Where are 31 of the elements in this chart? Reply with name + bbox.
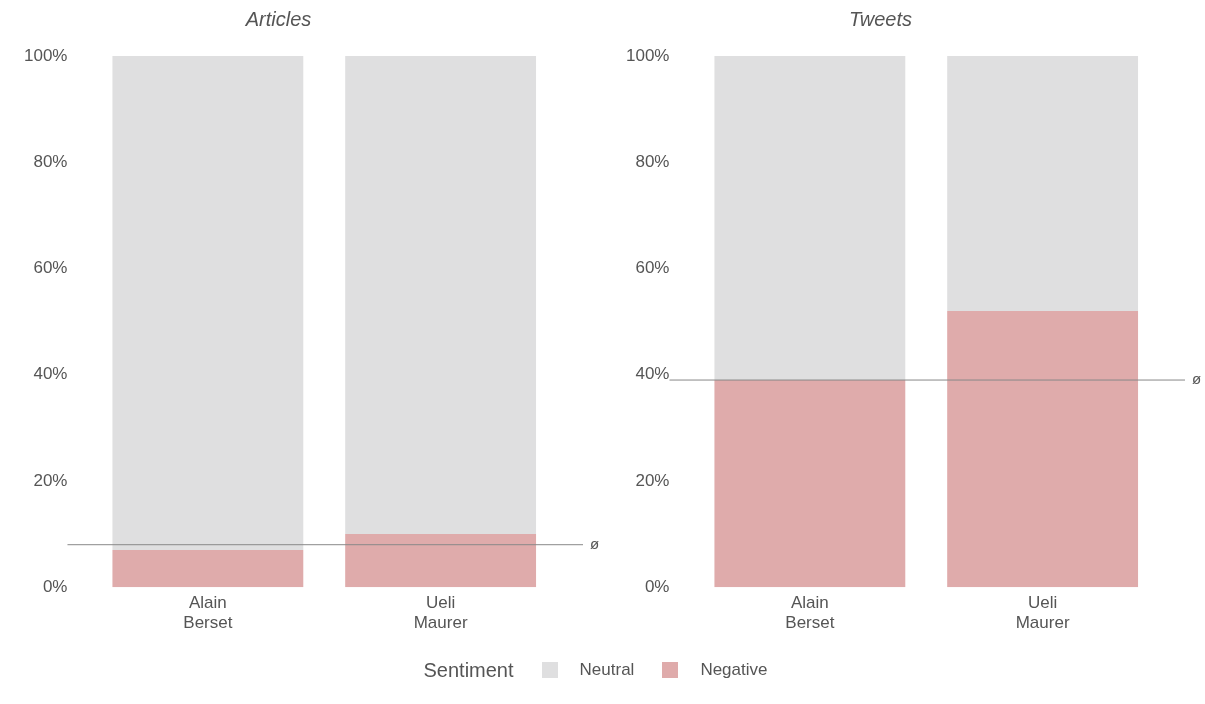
y-tick-label: 0% [42,576,68,596]
y-tick-label: 100% [24,45,68,65]
bar [112,550,304,588]
x-tick-label: Ueli Maurer [413,593,468,633]
legend-label: Negative [700,660,768,680]
legend-title: Sentiment [423,658,514,682]
y-tick-label: 60% [635,258,670,278]
x-tick-label: Alain Berset [785,593,835,633]
y-tick-label: 60% [33,258,68,278]
y-tick-label: 100% [626,45,670,65]
y-tick-label: 40% [635,364,670,384]
y-tick-label: 20% [635,470,670,490]
chart-title: Articles [244,7,312,30]
chart-title: Tweets [849,7,912,30]
bar [345,56,537,535]
bar [947,56,1139,311]
ref-line-label: ø [1192,370,1202,388]
y-tick-label: 40% [33,364,68,384]
bar [112,56,304,551]
y-tick-label: 0% [644,576,670,596]
bar [714,56,906,381]
legend-label: Neutral [579,660,635,680]
bar [345,534,537,588]
ref-line-label: ø [590,534,600,552]
y-tick-label: 20% [33,470,68,490]
bar [947,310,1139,588]
bar [714,380,906,588]
x-tick-label: Ueli Maurer [1015,593,1070,633]
y-tick-label: 80% [33,151,68,171]
x-tick-label: Alain Berset [183,593,233,633]
y-tick-label: 80% [635,151,670,171]
